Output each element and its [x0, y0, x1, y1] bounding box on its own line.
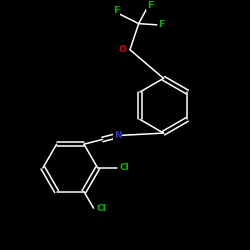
Text: Cl: Cl [120, 164, 130, 172]
Text: N: N [114, 131, 121, 140]
Text: F: F [158, 20, 164, 29]
Text: Cl: Cl [96, 204, 106, 213]
Text: F: F [147, 1, 153, 10]
Text: O: O [118, 45, 126, 54]
Text: F: F [113, 6, 119, 15]
